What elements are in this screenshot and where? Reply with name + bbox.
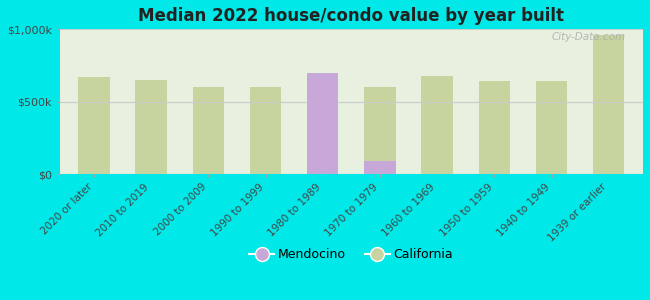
Bar [364, 87, 396, 174]
Bar [307, 95, 339, 174]
Title: Median 2022 house/condo value by year built: Median 2022 house/condo value by year bu… [138, 7, 564, 25]
Bar [307, 74, 339, 174]
Bar [478, 81, 510, 174]
Text: City-Data.com: City-Data.com [551, 32, 625, 42]
Legend: Mendocino, California: Mendocino, California [244, 243, 458, 266]
Bar [250, 87, 281, 174]
Bar [135, 80, 167, 174]
Bar [364, 161, 396, 174]
Bar [536, 81, 567, 174]
Bar [593, 35, 625, 174]
Bar [421, 76, 453, 174]
Bar [78, 77, 110, 174]
Bar [192, 87, 224, 174]
